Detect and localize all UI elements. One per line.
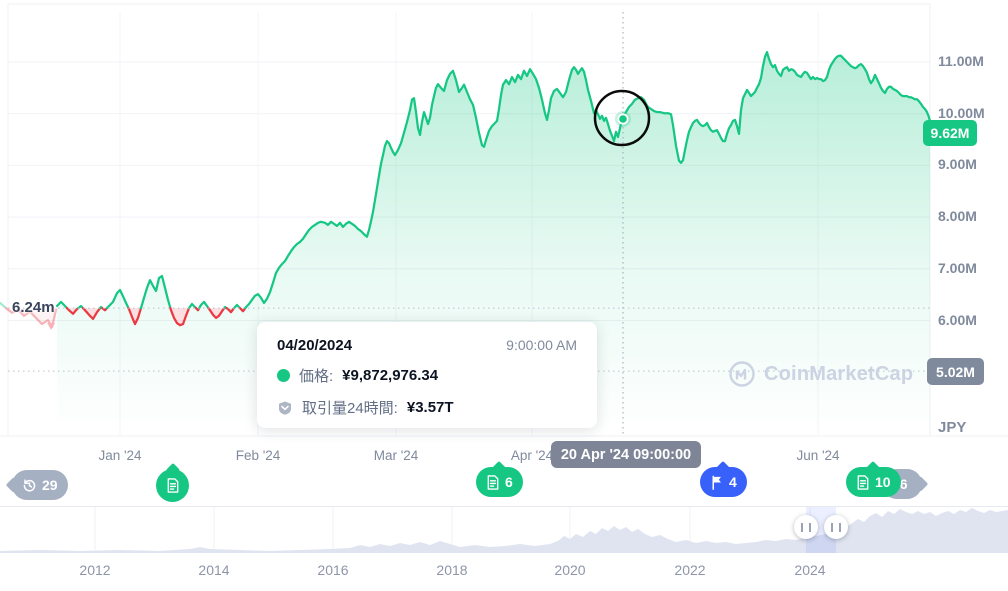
tooltip-price-value: ¥9,872,976.34	[342, 367, 439, 384]
news-count: 6	[505, 474, 513, 490]
navigator-handle-right[interactable]	[824, 515, 848, 539]
news-marker[interactable]	[156, 469, 189, 502]
year-label: 2016	[317, 562, 349, 578]
month-label: Mar '24	[373, 448, 419, 463]
navigator-handle-left[interactable]	[794, 515, 818, 539]
month-label: Feb '24	[235, 448, 281, 463]
hover-point-dot	[619, 115, 627, 123]
flag-marker[interactable]: 4	[700, 467, 747, 497]
annotation-circle	[593, 89, 651, 147]
news-marker[interactable]: 6	[476, 467, 523, 497]
history-scroll-left-button[interactable]: 29	[12, 470, 68, 500]
year-label: 2020	[554, 562, 586, 578]
month-label: Apr '24	[510, 448, 554, 463]
y-axis-label: 6.00M	[938, 311, 977, 328]
chart-tooltip: 04/20/2024 9:00:00 AM 価格: ¥9,872,976.34 …	[257, 322, 597, 428]
history-count: 29	[42, 477, 58, 493]
current-price-badge: 9.62M	[923, 120, 977, 146]
month-label: Jan '24	[98, 448, 142, 463]
news-marker[interactable]: 10	[846, 467, 901, 497]
crosshair-date-tooltip: 20 Apr '24 09:00:00	[551, 441, 701, 468]
volume-shield-icon	[277, 400, 293, 416]
y-axis-label: 10.00M	[938, 104, 985, 121]
tooltip-price-label: 価格:	[299, 368, 334, 385]
y-axis-label: 11.00M	[938, 53, 984, 69]
history-clock-icon	[22, 478, 37, 493]
tooltip-volume-value: ¥3.57T	[406, 399, 454, 416]
year-label: 2018	[436, 562, 468, 578]
year-label: 2022	[674, 562, 706, 578]
y-axis-label: 7.00M	[938, 259, 977, 276]
document-icon	[166, 478, 180, 493]
month-label: Jun '24	[796, 448, 840, 463]
tooltip-time: 9:00:00 AM	[506, 337, 577, 353]
flag-icon	[710, 475, 724, 490]
baseline-price-label: 6.24m	[12, 299, 55, 316]
year-label: 2012	[79, 562, 111, 578]
document-icon	[856, 474, 870, 490]
currency-label: JPY	[938, 419, 967, 436]
y-axis-label: 8.00M	[938, 208, 977, 225]
tooltip-volume-label: 取引量24時間:	[302, 400, 398, 417]
news-count: 10	[875, 474, 891, 490]
flag-count: 4	[729, 474, 737, 490]
document-icon	[486, 474, 500, 490]
cmc-logo-icon	[728, 360, 756, 388]
y-axis-label: 9.00M	[938, 156, 977, 173]
price-dot-icon	[277, 369, 290, 382]
coinmarketcap-watermark: CoinMarketCap	[728, 360, 913, 388]
year-label: 2014	[198, 562, 230, 578]
year-label: 2024	[794, 562, 826, 578]
tooltip-date: 04/20/2024	[277, 337, 353, 354]
watermark-text: CoinMarketCap	[764, 362, 914, 385]
reference-price-badge: 5.02M	[927, 358, 984, 385]
